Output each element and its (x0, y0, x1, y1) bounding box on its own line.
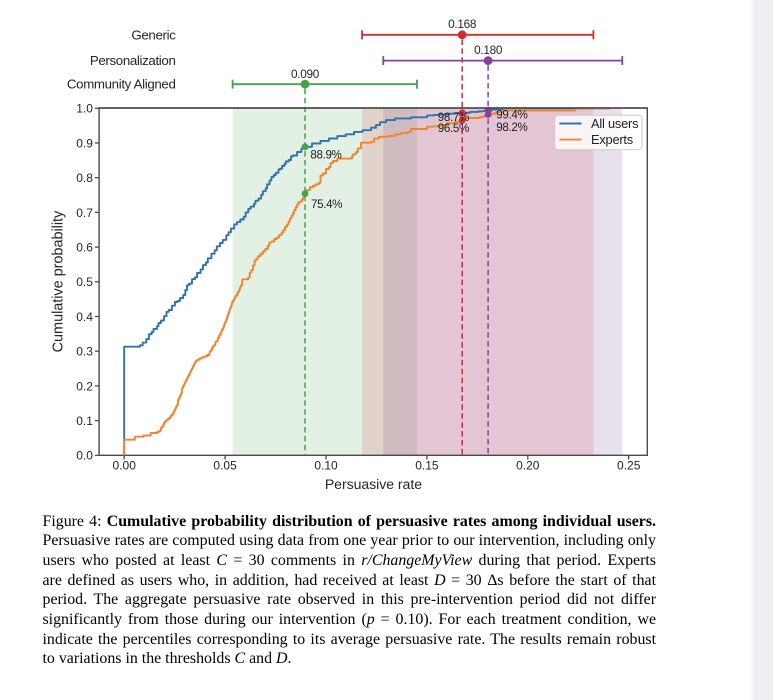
svg-text:99.4%: 99.4% (496, 108, 527, 121)
svg-text:0.180: 0.180 (474, 43, 503, 57)
svg-text:0.6: 0.6 (76, 240, 93, 254)
svg-text:0.05: 0.05 (213, 459, 237, 473)
svg-text:0.15: 0.15 (415, 459, 439, 473)
svg-text:1.0: 1.0 (76, 102, 93, 116)
svg-text:98.7%: 98.7% (438, 111, 469, 124)
svg-text:0.2: 0.2 (76, 379, 93, 393)
svg-text:75.4%: 75.4% (311, 198, 342, 211)
svg-text:0.8: 0.8 (76, 171, 93, 185)
svg-text:0.10: 0.10 (314, 459, 338, 473)
svg-text:0.3: 0.3 (76, 345, 93, 359)
svg-text:0.0: 0.0 (76, 449, 93, 463)
svg-text:0.9: 0.9 (76, 136, 93, 150)
svg-text:0.090: 0.090 (291, 67, 320, 81)
svg-text:Persuasive rate: Persuasive rate (325, 476, 422, 492)
svg-text:Experts: Experts (591, 132, 633, 147)
svg-text:Generic: Generic (131, 27, 176, 42)
svg-text:Cumulative probability: Cumulative probability (51, 210, 67, 352)
svg-text:0.20: 0.20 (516, 459, 540, 473)
svg-text:0.168: 0.168 (448, 17, 477, 31)
svg-text:96.5%: 96.5% (438, 122, 469, 135)
svg-text:Community Aligned: Community Aligned (67, 77, 176, 92)
svg-text:98.2%: 98.2% (496, 121, 527, 134)
svg-text:0.7: 0.7 (76, 206, 93, 220)
svg-text:0.25: 0.25 (617, 459, 641, 473)
svg-text:0.00: 0.00 (113, 459, 137, 473)
svg-text:0.5: 0.5 (76, 275, 93, 289)
svg-text:88.9%: 88.9% (310, 149, 341, 162)
svg-text:Personalization: Personalization (90, 53, 176, 68)
svg-text:0.4: 0.4 (76, 310, 93, 324)
svg-text:All users: All users (591, 116, 638, 131)
svg-text:0.1: 0.1 (76, 414, 93, 428)
